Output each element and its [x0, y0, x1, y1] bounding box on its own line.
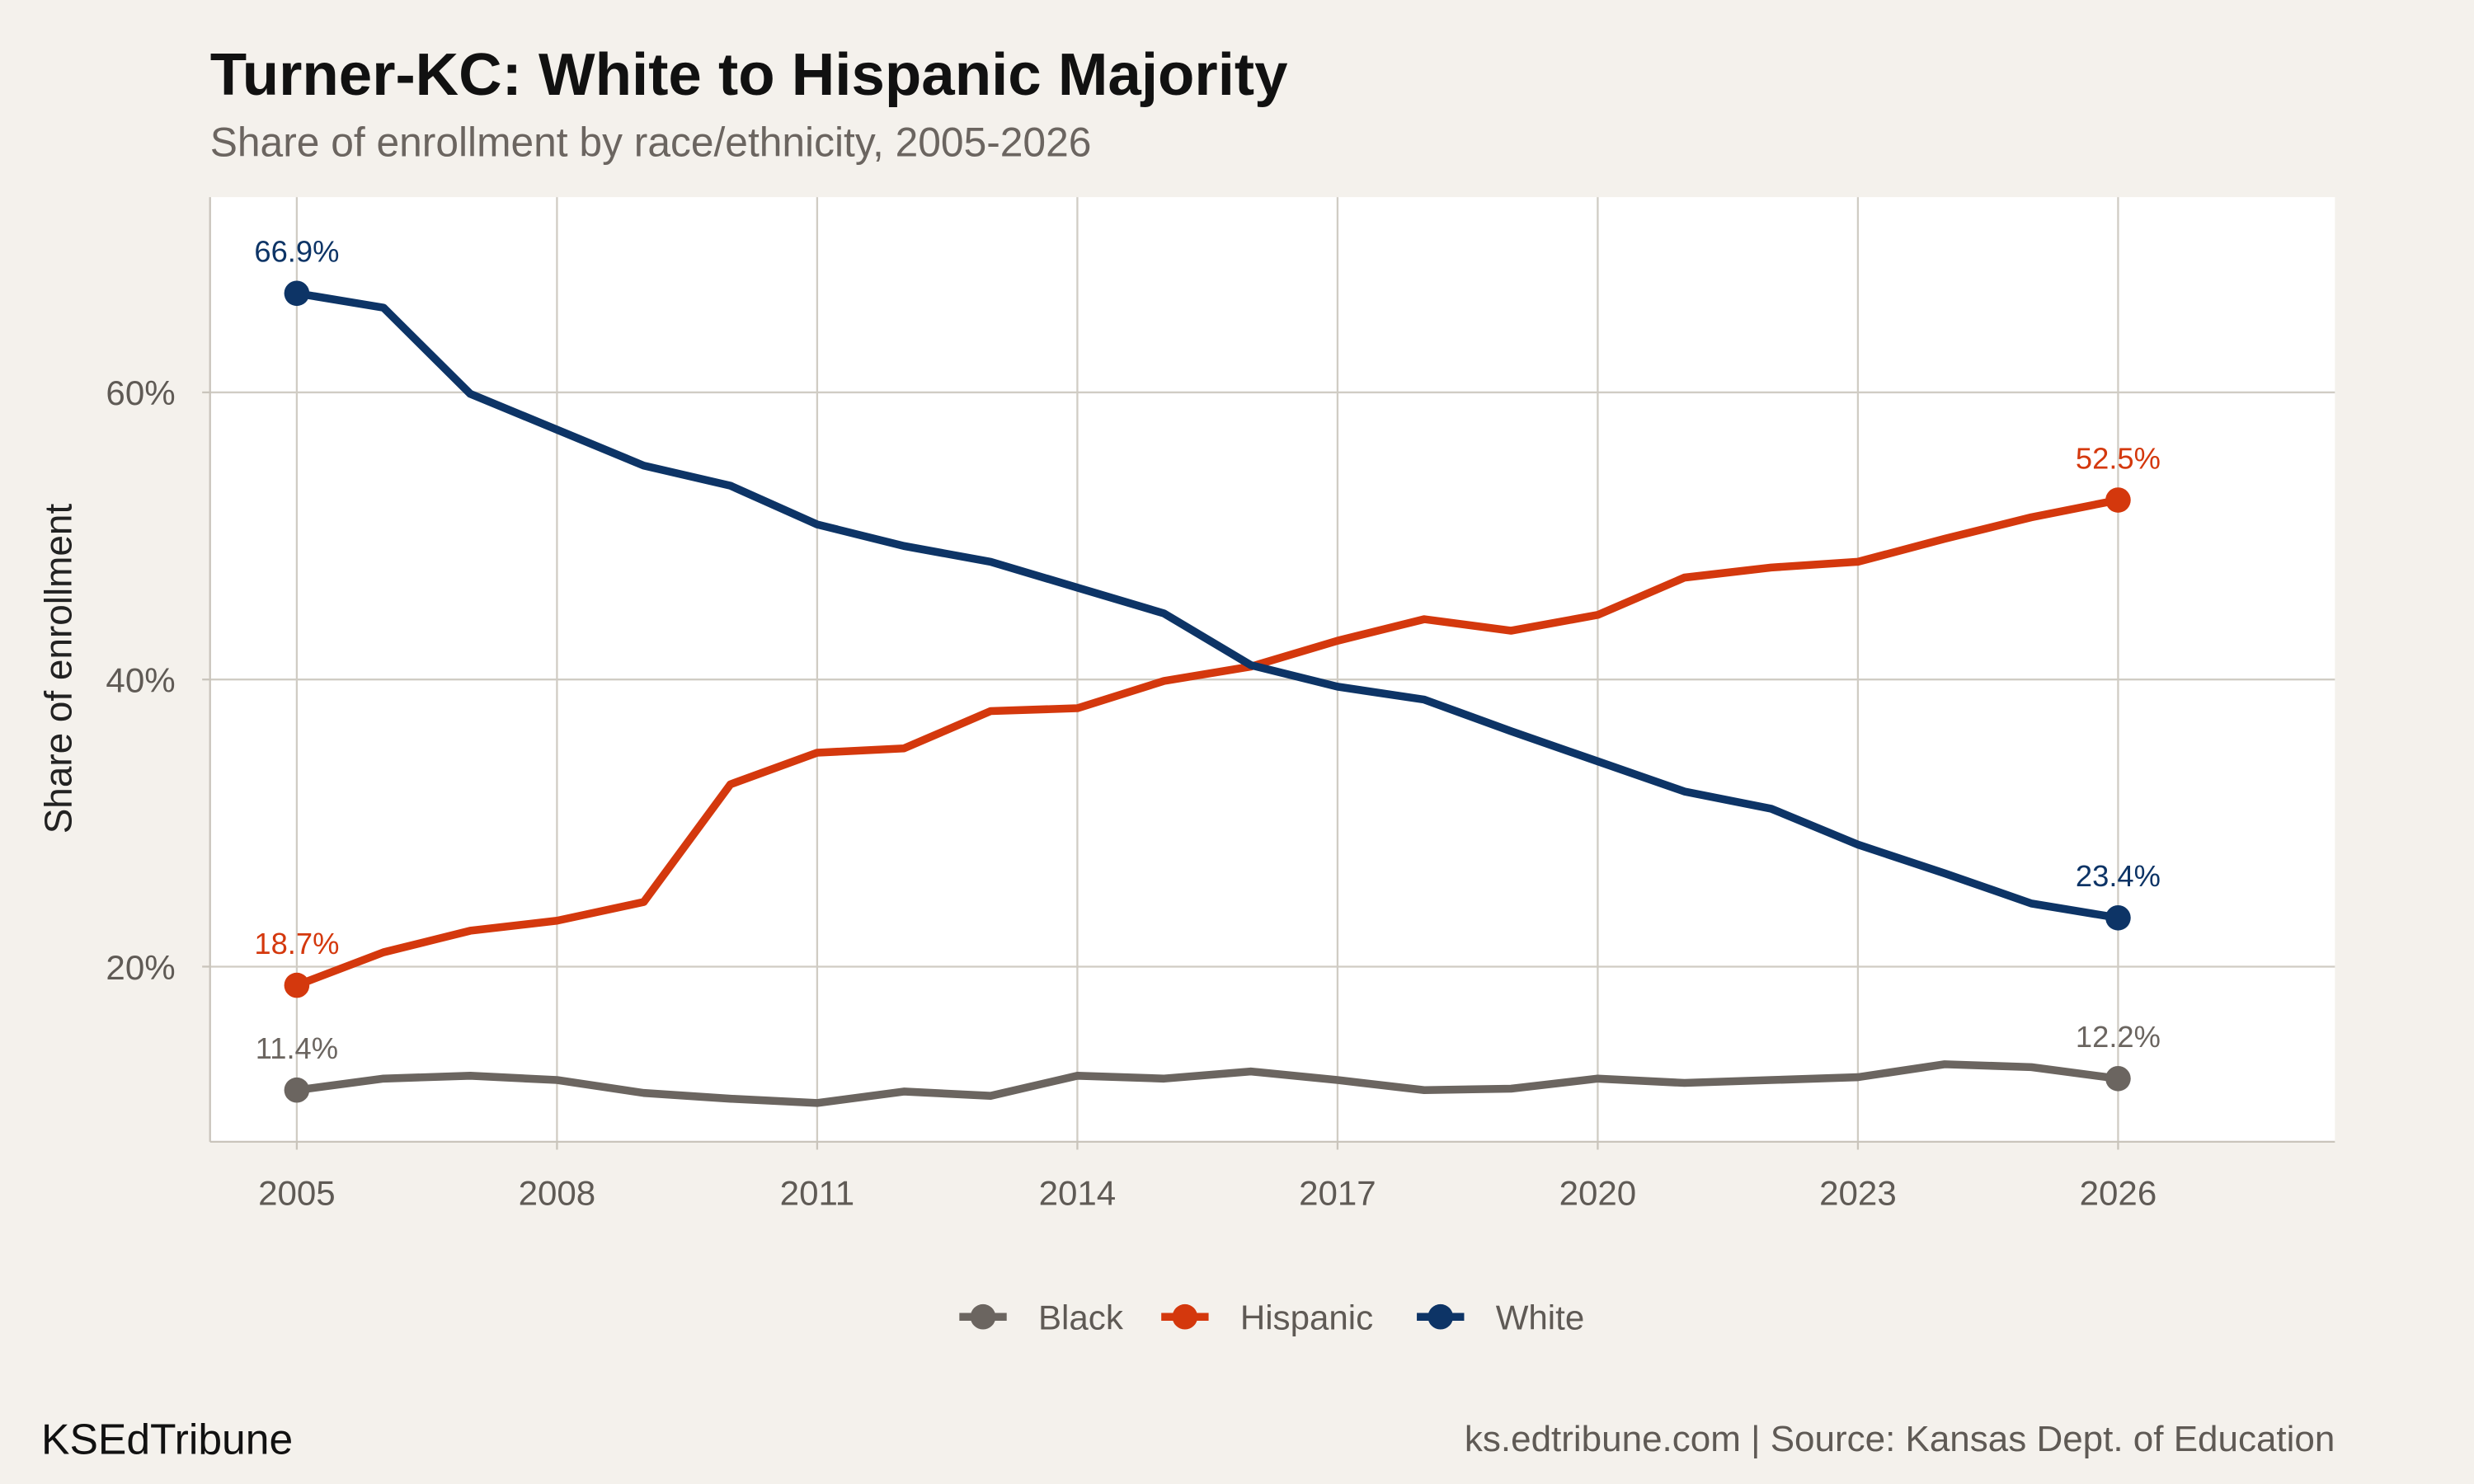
x-tick-label: 2014 — [1039, 1173, 1117, 1212]
data-point-black — [284, 1077, 310, 1103]
data-point-black — [2105, 1065, 2131, 1092]
y-axis-ticks: 20% 40% 60% — [106, 373, 210, 987]
x-tick-label: 2020 — [1559, 1173, 1637, 1212]
data-point-hispanic — [2105, 487, 2131, 513]
y-axis-label: Share of enrollment — [36, 504, 79, 834]
source-note: ks.edtribune.com | Source: Kansas Dept. … — [1465, 1419, 2335, 1459]
data-label-hispanic: 52.5% — [2076, 441, 2161, 475]
legend-label-white: White — [1496, 1298, 1585, 1337]
x-tick-label: 2026 — [2080, 1173, 2157, 1212]
x-tick-label: 2023 — [1819, 1173, 1897, 1212]
y-tick-label: 60% — [106, 373, 175, 412]
data-label-hispanic: 18.7% — [254, 927, 339, 960]
brand-logo-text: KSEdTribune — [41, 1416, 293, 1463]
series-line-black — [296, 1060, 2119, 1107]
x-tick-label: 2011 — [780, 1173, 854, 1212]
data-point-white — [2105, 904, 2131, 931]
data-point-white — [284, 280, 310, 307]
series-line-hispanic — [295, 495, 2119, 989]
legend-key-marker-hispanic — [1172, 1303, 1198, 1330]
legend-key-marker-white — [1427, 1303, 1454, 1330]
legend: Black Hispanic White — [959, 1298, 1584, 1337]
data-label-white: 66.9% — [254, 235, 339, 269]
y-tick-label: 20% — [106, 948, 175, 987]
x-tick-label: 2017 — [1299, 1173, 1376, 1212]
y-tick-label: 40% — [106, 661, 175, 700]
x-tick-label: 2005 — [258, 1173, 336, 1212]
data-point-hispanic — [284, 972, 310, 998]
data-label-black: 12.2% — [2076, 1020, 2161, 1054]
legend-label-hispanic: Hispanic — [1240, 1298, 1373, 1337]
x-axis-ticks: 2005 2008 2011 2014 2017 2020 2023 2026 — [258, 1141, 2157, 1212]
x-tick-label: 2008 — [519, 1173, 596, 1212]
series-line-white — [296, 289, 2119, 922]
series-group: 11.4% 12.2% 18.7% 52.5% 66.9% 23.4% — [254, 235, 2161, 1107]
gridlines — [209, 197, 2335, 1142]
chart-subtitle: Share of enrollment by race/ethnicity, 2… — [210, 119, 1092, 165]
data-label-black: 11.4% — [256, 1031, 338, 1065]
legend-key-marker-black — [970, 1303, 996, 1330]
legend-label-black: Black — [1038, 1298, 1124, 1337]
chart-title: Turner-KC: White to Hispanic Majority — [210, 41, 1288, 108]
data-label-white: 23.4% — [2076, 859, 2161, 893]
